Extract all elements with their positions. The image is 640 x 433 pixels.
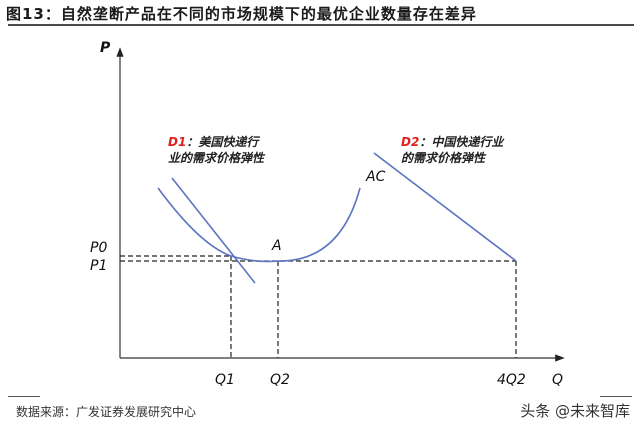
- d2-tag: D2: [401, 135, 419, 149]
- figure-title: 图13：自然垄断产品在不同的市场规模下的最优企业数量存在差异: [6, 5, 477, 23]
- ac-label: AC: [365, 169, 386, 185]
- watermark: 头条 @未来智库: [520, 402, 630, 420]
- d1-text-1: ：美国快递行: [186, 135, 260, 149]
- d1-tag: D1: [168, 135, 186, 149]
- d2-demand-line: [373, 152, 517, 262]
- title-divider: [8, 24, 634, 26]
- d2-note-line2: 的需求价格弹性: [401, 151, 487, 165]
- x-axis-label: Q: [552, 372, 563, 388]
- guide-lines: [120, 255, 517, 358]
- x-tick-q2: Q2: [270, 372, 290, 388]
- source-divider-right: [600, 396, 632, 397]
- ac-curve: [157, 187, 361, 263]
- d2-note-line1: D2：中国快递行业: [401, 135, 505, 149]
- x-tick-4q2: 4Q2: [497, 372, 526, 388]
- d1-demand-line: [171, 177, 256, 284]
- y-tick-p1: P1: [90, 258, 107, 274]
- y-axis-label: P: [100, 40, 111, 56]
- point-a-label: A: [271, 238, 282, 254]
- d1-note-line2: 业的需求价格弹性: [168, 151, 266, 165]
- y-tick-p0: P0: [90, 240, 107, 256]
- d2-text-1: ：中国快递行业: [419, 135, 505, 149]
- x-tick-q1: Q1: [215, 372, 235, 388]
- data-source: 数据来源：广发证券发展研究中心: [16, 405, 197, 419]
- source-divider-left: [8, 396, 40, 397]
- d1-note-line1: D1：美国快递行: [168, 135, 260, 149]
